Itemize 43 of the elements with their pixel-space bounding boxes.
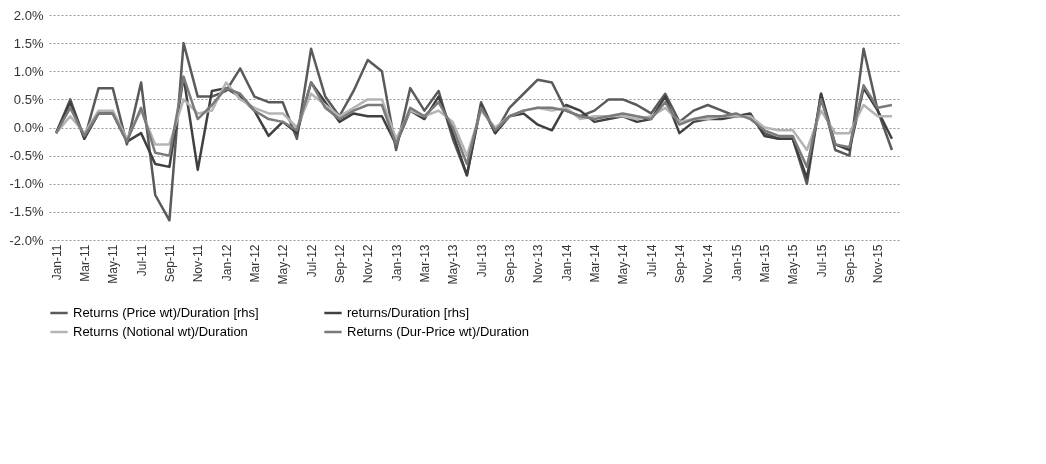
x-tick-label: May-12	[276, 244, 291, 285]
x-tick-label: May-14	[616, 244, 631, 285]
x-tick-label: Jul-11	[134, 244, 149, 277]
x-tick-label: Jan-12	[219, 244, 234, 282]
y-tick-label: -1.5%	[9, 204, 44, 220]
x-tick-label: May-15	[786, 244, 801, 285]
y-tick-label: 0.0%	[13, 120, 44, 135]
y-tick-label: 2.0%	[13, 7, 44, 23]
x-tick-label: May-11	[106, 244, 121, 284]
x-tick-label: Mar-14	[587, 244, 602, 283]
y-tick-label: -2.0%	[9, 232, 44, 248]
x-tick-label: Jul-14	[644, 244, 659, 278]
x-tick-label: Sep-15	[842, 244, 857, 284]
x-tick-label: Sep-11	[162, 244, 177, 283]
legend-label: returns/Duration [rhs]	[347, 305, 470, 320]
x-tick-label: Sep-12	[332, 244, 347, 284]
x-tick-label: Jan-13	[389, 244, 404, 282]
y-tick-label: 1.5%	[13, 35, 44, 51]
legend-label: Returns (Dur-Price wt)/Duration	[347, 324, 530, 339]
x-tick-label: Nov-12	[361, 244, 376, 284]
x-tick-label: Jul-12	[304, 244, 319, 278]
legend-label: Returns (Price wt)/Duration [rhs]	[73, 305, 259, 320]
y-tick-label: -0.5%	[9, 148, 44, 164]
x-tick-label: Nov-14	[701, 244, 716, 284]
y-tick-label: -1.0%	[9, 176, 44, 192]
x-tick-label: May-13	[446, 244, 461, 285]
x-tick-label: Jul-13	[474, 244, 489, 278]
x-tick-label: Nov-13	[531, 244, 546, 284]
x-tick-label: Jan-14	[559, 244, 574, 282]
x-tick-label: Sep-13	[502, 244, 517, 284]
x-tick-label: Mar-13	[417, 244, 432, 283]
x-tick-label: Jan-15	[729, 244, 744, 282]
x-tick-label: Nov-15	[871, 244, 886, 284]
y-tick-label: 1.0%	[13, 63, 44, 79]
legend-label: Returns (Notional wt)/Duration	[73, 324, 248, 339]
x-tick-label: Nov-11	[191, 244, 206, 283]
x-tick-label: Jan-11	[49, 244, 64, 281]
x-tick-label: Mar-11	[77, 244, 92, 282]
x-tick-label: Jul-15	[814, 244, 829, 278]
x-tick-label: Sep-14	[672, 244, 687, 284]
y-tick-label: 0.5%	[13, 91, 44, 107]
x-tick-label: Mar-12	[247, 244, 262, 283]
x-tick-label: Mar-15	[757, 244, 772, 283]
